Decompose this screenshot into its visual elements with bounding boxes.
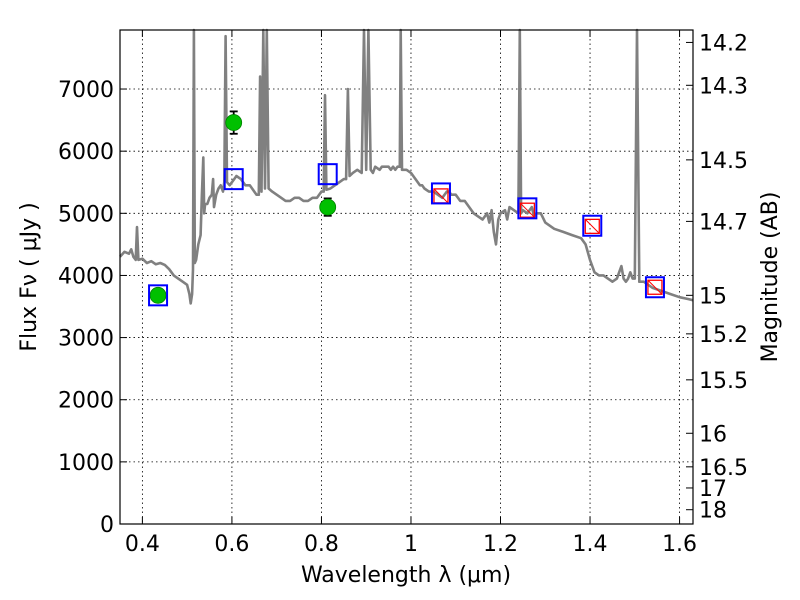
tick-labels: 0.4 0.6 0.8 1 1.2 1.4 1.6 0 1000 2000 3000 4000 5000… xyxy=(58,31,748,557)
x-tick-label: 1 xyxy=(404,532,418,557)
y-axis-title: Flux Fν ( μJy ) xyxy=(17,202,42,351)
model-point-red-diagonal xyxy=(433,188,449,204)
y-tick-label: 4000 xyxy=(58,264,114,289)
axis-ticks xyxy=(120,30,693,525)
model-point-red-diagonal xyxy=(647,279,663,295)
model-point xyxy=(317,163,338,186)
x-tick-label: 1.4 xyxy=(573,532,608,557)
model-point xyxy=(148,284,169,307)
x-tick-label: 0.8 xyxy=(304,532,339,557)
observed-point xyxy=(149,286,167,304)
photometry-marks xyxy=(148,110,665,307)
y2-tick-label: 18 xyxy=(699,499,727,524)
x-tick-label: 1.2 xyxy=(483,532,518,557)
model-point xyxy=(223,168,244,191)
x-tick-label: 0.4 xyxy=(125,532,160,557)
x-tick-label: 1.6 xyxy=(662,532,697,557)
y2-tick-label: 14.3 xyxy=(699,74,748,99)
observed-point xyxy=(319,198,337,216)
model-point-red-diagonal xyxy=(584,219,600,234)
y2-tick-label: 15.2 xyxy=(699,323,748,348)
x-axis-title: Wavelength λ (μm) xyxy=(301,563,511,588)
y-tick-label: 0 xyxy=(100,513,114,538)
observed-point xyxy=(225,114,243,131)
model-point-red-diagonal xyxy=(520,202,535,218)
spectrum-line xyxy=(119,28,694,305)
y-tick-label: 6000 xyxy=(58,140,114,165)
y2-tick-label: 14.2 xyxy=(699,31,748,56)
y2-tick-label: 15.5 xyxy=(699,369,748,394)
x-tick-label: 0.6 xyxy=(214,532,249,557)
y2-tick-label: 14.5 xyxy=(699,149,748,174)
model-point-red xyxy=(647,279,663,295)
y2-tick-label: 16.5 xyxy=(699,456,748,481)
grid-lines xyxy=(120,30,693,524)
y-tick-label: 1000 xyxy=(58,451,114,476)
model-point xyxy=(644,276,665,299)
y-tick-label: 7000 xyxy=(58,78,114,103)
y2-tick-label: 16 xyxy=(699,422,727,447)
y2-tick-label: 17 xyxy=(699,477,727,502)
y2-axis-title: Magnitude (AB) xyxy=(758,192,783,363)
model-point-red xyxy=(584,218,600,235)
model-point xyxy=(517,197,538,220)
model-point xyxy=(582,214,603,237)
y-tick-label: 5000 xyxy=(58,202,114,227)
model-point xyxy=(430,182,451,205)
y-tick-label: 3000 xyxy=(58,327,114,352)
model-point-red xyxy=(519,202,536,218)
spectrum-layer xyxy=(119,28,694,305)
plot-frame xyxy=(119,29,694,525)
y2-tick-label: 14.7 xyxy=(699,210,748,235)
y-tick-label: 2000 xyxy=(58,389,114,414)
y2-tick-label: 15 xyxy=(699,284,727,309)
